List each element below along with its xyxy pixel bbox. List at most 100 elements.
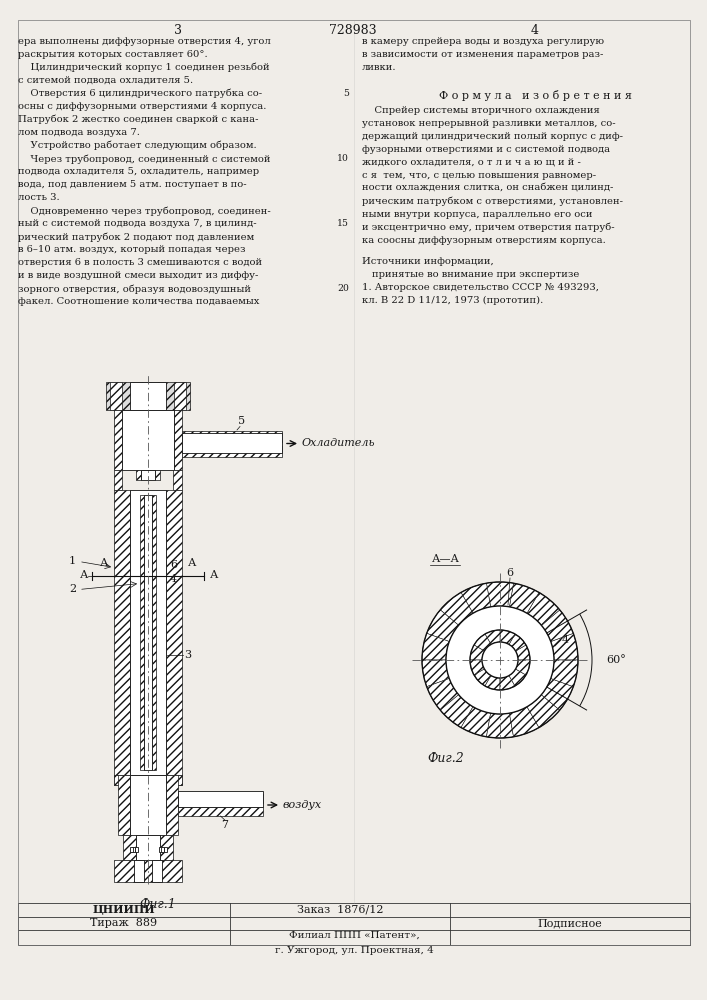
Text: кл. В 22 D 11/12, 1973 (прототип).: кл. В 22 D 11/12, 1973 (прототип). <box>362 296 543 305</box>
Wedge shape <box>422 633 449 660</box>
Wedge shape <box>427 678 459 710</box>
Bar <box>178 807 263 816</box>
Text: принятые во внимание при экспертизе: принятые во внимание при экспертизе <box>372 270 579 279</box>
Wedge shape <box>542 678 573 710</box>
Bar <box>178 775 182 785</box>
Wedge shape <box>485 676 500 690</box>
Wedge shape <box>542 610 573 642</box>
Wedge shape <box>474 634 491 651</box>
Wedge shape <box>509 634 526 651</box>
Text: с я  тем, что, с целью повышения равномер-: с я тем, что, с целью повышения равномер… <box>362 171 596 180</box>
Bar <box>130 382 166 410</box>
Text: Подписное: Подписное <box>537 918 602 928</box>
Wedge shape <box>515 660 530 675</box>
Wedge shape <box>509 707 539 737</box>
Wedge shape <box>485 630 500 644</box>
Text: Источники информации,: Источники информации, <box>362 257 493 266</box>
Text: 7: 7 <box>221 820 228 830</box>
Wedge shape <box>500 676 515 690</box>
Bar <box>114 775 130 785</box>
Wedge shape <box>422 660 449 687</box>
Circle shape <box>446 606 554 714</box>
Bar <box>132 847 135 852</box>
Wedge shape <box>461 707 491 737</box>
Bar <box>152 860 162 882</box>
Bar <box>114 490 130 775</box>
Wedge shape <box>551 660 578 687</box>
Wedge shape <box>509 583 539 613</box>
Text: в зависимости от изменения параметров раз-: в зависимости от изменения параметров ра… <box>362 50 603 59</box>
Text: ности охлаждения слитка, он снабжен цилинд-: ности охлаждения слитка, он снабжен цили… <box>362 184 614 193</box>
Text: Патрубок 2 жестко соединен сваркой с кана-: Патрубок 2 жестко соединен сваркой с кан… <box>18 115 259 124</box>
Text: подвода охладителя 5, охладитель, например: подвода охладителя 5, охладитель, наприм… <box>18 167 259 176</box>
Wedge shape <box>461 583 491 613</box>
Wedge shape <box>440 695 473 728</box>
Text: А: А <box>210 570 218 580</box>
Bar <box>114 470 122 490</box>
Wedge shape <box>440 592 473 625</box>
Text: осны с диффузорными отверстиями 4 корпуса.: осны с диффузорными отверстиями 4 корпус… <box>18 102 267 111</box>
Bar <box>178 791 263 807</box>
Text: 3: 3 <box>174 24 182 37</box>
Text: 6: 6 <box>170 560 177 570</box>
Bar <box>114 775 118 785</box>
Text: ными внутри корпуса, параллельно его оси: ными внутри корпуса, параллельно его оси <box>362 210 592 219</box>
Wedge shape <box>500 630 515 644</box>
Bar <box>110 382 122 410</box>
Text: жидкого охладителя, о т л и ч а ю щ и й -: жидкого охладителя, о т л и ч а ю щ и й … <box>362 158 581 167</box>
Text: Фиг.2: Фиг.2 <box>427 752 464 765</box>
Bar <box>166 775 182 785</box>
Bar <box>174 410 182 470</box>
Bar <box>160 835 173 860</box>
Text: 10: 10 <box>337 154 349 163</box>
Text: лость 3.: лость 3. <box>18 193 59 202</box>
Text: 2: 2 <box>69 584 76 594</box>
Circle shape <box>482 642 518 678</box>
Bar <box>130 775 166 835</box>
Wedge shape <box>470 660 484 675</box>
Bar <box>144 495 152 770</box>
Text: г. Ужгород, ул. Проектная, 4: г. Ужгород, ул. Проектная, 4 <box>274 946 433 955</box>
Text: А: А <box>188 558 196 568</box>
Bar <box>129 847 132 852</box>
Wedge shape <box>470 645 484 660</box>
Text: с ситемой подвода охладителя 5.: с ситемой подвода охладителя 5. <box>18 76 193 85</box>
Text: 15: 15 <box>337 219 349 228</box>
Text: раскрытия которых составляет 60°.: раскрытия которых составляет 60°. <box>18 50 208 59</box>
Text: рический патрубок 2 подают под давлением: рический патрубок 2 подают под давлением <box>18 232 255 241</box>
Bar <box>123 835 136 860</box>
Bar <box>114 410 122 470</box>
Text: Филиал ППП «Патент»,: Филиал ППП «Патент», <box>288 931 419 940</box>
Text: и в виде воздушной смеси выходит из диффу-: и в виде воздушной смеси выходит из дифф… <box>18 271 258 280</box>
Bar <box>130 490 166 775</box>
Text: установок непрерывной разливки металлов, со-: установок непрерывной разливки металлов,… <box>362 119 616 128</box>
Wedge shape <box>427 610 459 642</box>
Text: ливки.: ливки. <box>362 63 397 72</box>
Text: А: А <box>80 570 88 580</box>
Text: 4: 4 <box>562 635 569 645</box>
Bar <box>178 794 263 803</box>
Text: А—А: А—А <box>432 554 460 564</box>
Bar <box>136 835 160 860</box>
Text: ка соосны диффузорным отверстиям корпуса.: ка соосны диффузорным отверстиям корпуса… <box>362 236 606 245</box>
Bar <box>106 382 190 410</box>
Bar <box>118 775 130 835</box>
Text: ера выполнены диффузорные отверстия 4, угол: ера выполнены диффузорные отверстия 4, у… <box>18 37 271 46</box>
Wedge shape <box>515 645 530 660</box>
Text: 1: 1 <box>69 556 76 566</box>
Text: 5: 5 <box>343 89 349 98</box>
Text: в 6–10 атм. воздух, который попадая через: в 6–10 атм. воздух, который попадая чере… <box>18 245 245 254</box>
Text: ЦНИИПИ: ЦНИИПИ <box>93 904 156 915</box>
Text: отверстия 6 в полость 3 смешиваются с водой: отверстия 6 в полость 3 смешиваются с во… <box>18 258 262 267</box>
Text: Через трубопровод, соединенный с системой: Через трубопровод, соединенный с системо… <box>18 154 271 163</box>
Text: 728983: 728983 <box>329 24 377 37</box>
Text: лом подвода воздуха 7.: лом подвода воздуха 7. <box>18 128 140 137</box>
Wedge shape <box>551 633 578 660</box>
Bar <box>161 847 164 852</box>
Bar <box>155 470 160 480</box>
Bar <box>158 847 161 852</box>
Text: и эксцентрично ему, причем отверстия патруб-: и эксцентрично ему, причем отверстия пат… <box>362 223 614 232</box>
Text: Ф о р м у л а   и з о б р е т е н и я: Ф о р м у л а и з о б р е т е н и я <box>438 90 631 101</box>
Text: Заказ  1876/12: Заказ 1876/12 <box>297 904 383 914</box>
Text: 60°: 60° <box>606 655 626 665</box>
